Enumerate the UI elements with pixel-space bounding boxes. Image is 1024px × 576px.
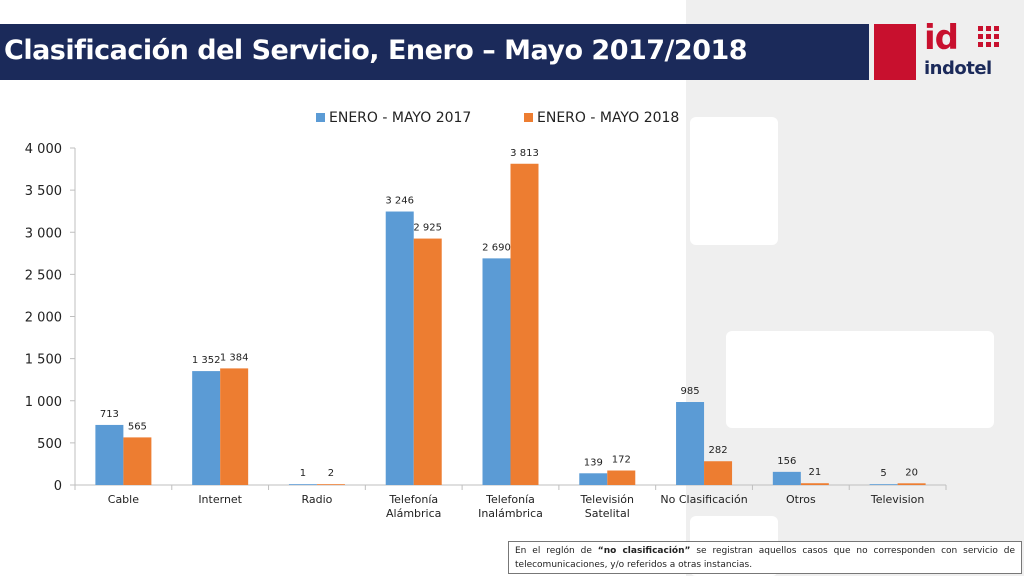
data-label: 565 xyxy=(128,421,147,432)
x-tick-label: Telefonía xyxy=(485,493,535,506)
logo-red-block xyxy=(874,24,916,80)
x-tick-label: Radio xyxy=(301,493,332,506)
y-tick-label: 3 500 xyxy=(25,184,62,199)
bar-2017 xyxy=(95,424,124,485)
footnote-prefix: En el reglón de xyxy=(515,546,598,556)
bar-2017 xyxy=(192,371,221,485)
data-label: 156 xyxy=(777,456,796,467)
y-tick-label: 1 500 xyxy=(25,353,62,368)
bar-2018 xyxy=(316,484,345,485)
bar-2017 xyxy=(676,402,705,485)
footnote-box: En el reglón de “no clasificación” se re… xyxy=(508,541,1022,574)
bar-2018 xyxy=(897,483,926,485)
data-label: 282 xyxy=(709,445,728,456)
page-title: Clasificación del Servicio, Enero – Mayo… xyxy=(4,35,748,66)
x-tick-label: Internet xyxy=(198,493,242,506)
bar-2017 xyxy=(772,471,801,485)
bar-2017 xyxy=(288,484,317,485)
background-card xyxy=(726,331,994,428)
chart-svg: 0 500 1 000 1 500 2 000 2 500 3 000 3 500 4 000 7… xyxy=(25,110,947,520)
x-tick-label: Cable xyxy=(108,493,139,506)
bar-2018 xyxy=(413,238,442,485)
logo-brand-name: indotel xyxy=(924,58,992,79)
bar-2018 xyxy=(220,368,249,485)
data-label: 3 246 xyxy=(385,196,414,207)
x-tick-label: Inalámbrica xyxy=(478,507,543,520)
y-tick-label: 2 000 xyxy=(25,311,62,326)
bar-2018 xyxy=(800,483,829,485)
legend-swatch xyxy=(524,113,533,122)
legend-label: ENERO - MAYO 2018 xyxy=(537,110,679,126)
bar-2018 xyxy=(704,461,733,485)
data-label: 172 xyxy=(612,455,631,466)
data-label: 3 813 xyxy=(510,148,539,159)
x-tick-label: Otros xyxy=(786,493,816,506)
bar-chart: 0 500 1 000 1 500 2 000 2 500 3 000 3 500 4 000 7… xyxy=(0,100,960,530)
x-tick-label: No Clasificación xyxy=(660,493,747,506)
y-tick-label: 4 000 xyxy=(25,142,62,157)
data-label: 139 xyxy=(584,457,603,468)
x-tick-label: Alámbrica xyxy=(386,507,441,520)
x-tick-label: Telefonía xyxy=(388,493,438,506)
y-tick-label: 2 500 xyxy=(25,268,62,283)
x-tick-label: Televisión xyxy=(580,493,635,506)
bar-2017 xyxy=(579,473,608,485)
bar-2017 xyxy=(482,258,511,485)
x-tick-label: Television xyxy=(870,493,925,506)
background-card xyxy=(690,117,778,245)
data-label: 2 xyxy=(328,468,334,479)
indotel-logo: id indotel xyxy=(874,18,1004,82)
x-tick-label: Satelital xyxy=(585,507,630,520)
title-bar xyxy=(0,24,869,80)
bar-2018 xyxy=(510,163,539,485)
background-panel xyxy=(686,0,1024,576)
data-label: 985 xyxy=(681,386,700,397)
legend-swatch xyxy=(316,113,325,122)
y-tick-label: 3 000 xyxy=(25,226,62,241)
data-label: 713 xyxy=(100,409,119,420)
data-label: 1 384 xyxy=(220,352,249,363)
data-label: 21 xyxy=(808,467,821,478)
data-label: 2 925 xyxy=(413,223,442,234)
data-label: 1 352 xyxy=(192,355,221,366)
data-label: 1 xyxy=(300,468,306,479)
bar-2018 xyxy=(607,470,636,485)
y-tick-label: 0 xyxy=(54,479,62,494)
footnote-suffix: se registran aquellos casos que no corre… xyxy=(515,546,1015,570)
data-label: 5 xyxy=(880,468,886,479)
data-label: 2 690 xyxy=(482,242,511,253)
footnote-bold: “no clasificación” xyxy=(597,546,691,556)
legend-label: ENERO - MAYO 2017 xyxy=(329,110,471,126)
data-label: 20 xyxy=(905,467,918,478)
y-tick-label: 1 000 xyxy=(25,395,62,410)
logo-dots-icon xyxy=(978,26,1000,56)
bar-2018 xyxy=(123,437,152,485)
logo-id-text: id xyxy=(924,18,959,58)
y-tick-label: 500 xyxy=(37,437,62,452)
bar-2017 xyxy=(869,484,898,485)
bar-2017 xyxy=(385,211,414,485)
